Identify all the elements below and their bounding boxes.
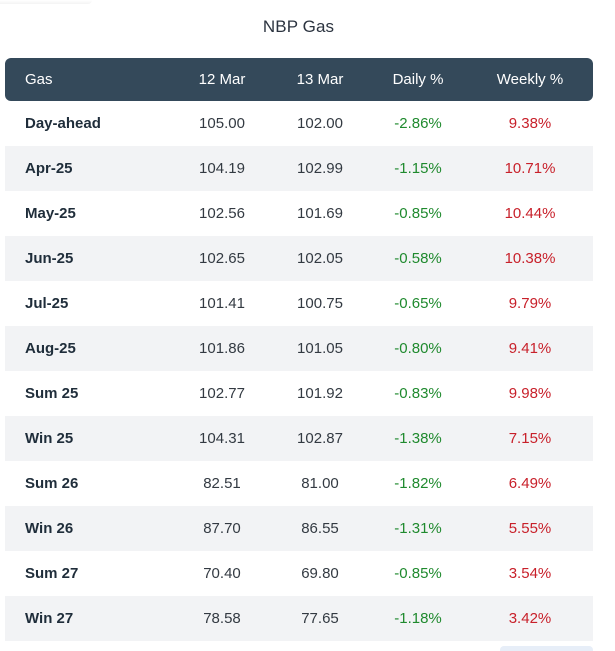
- top-left-fragment: [0, 0, 92, 4]
- header-13-mar: 13 Mar: [296, 71, 344, 88]
- cell-daily-pct: -2.86%: [394, 115, 442, 132]
- cell-12-mar: 78.58: [173, 596, 271, 641]
- table-row: Sum 26 82.51 81.00 -1.82% 6.49%: [5, 461, 593, 506]
- cell-daily-pct: -0.58%: [369, 236, 467, 281]
- cell-13-mar: 101.92: [297, 385, 343, 402]
- cell-weekly-pct: 10.71%: [467, 146, 593, 191]
- table-row: Win 25 104.31 102.87 -1.38% 7.15%: [5, 416, 593, 461]
- table-row: Apr-25 104.19 102.99 -1.15% 10.71%: [5, 146, 593, 191]
- cell-contract-name: Jul-25: [25, 295, 69, 312]
- cell-contract-name: Sum 26: [25, 475, 79, 492]
- header-row: Gas 12 Mar 13 Mar Daily % Weekly %: [5, 58, 593, 101]
- table-title: NBP Gas: [262, 17, 335, 36]
- cell-contract-name: Win 27: [5, 596, 173, 641]
- cell-daily-pct: -0.85%: [394, 565, 442, 582]
- cell-13-mar: 101.69: [297, 205, 343, 222]
- cell-12-mar: 101.86: [173, 326, 271, 371]
- table-row: Day-ahead 105.00 102.00 -2.86% 9.38%: [5, 101, 593, 146]
- header-12-mar: 12 Mar: [198, 71, 246, 88]
- cell-weekly-pct: 9.98%: [508, 385, 552, 402]
- cell-weekly-pct: 10.44%: [504, 205, 556, 222]
- table-row: Sum 25 102.77 101.92 -0.83% 9.98%: [5, 371, 593, 416]
- cell-contract-name: Win 26: [5, 506, 173, 551]
- table-row: Sum 27 70.40 69.80 -0.85% 3.54%: [5, 551, 593, 596]
- cell-contract-name: May-25: [25, 205, 76, 222]
- cell-weekly-pct: 7.15%: [467, 416, 593, 461]
- cell-daily-pct: -1.31%: [369, 506, 467, 551]
- cell-13-mar: 86.55: [271, 506, 369, 551]
- table-row: Jun-25 102.65 102.05 -0.58% 10.38%: [5, 236, 593, 281]
- table-header: Gas 12 Mar 13 Mar Daily % Weekly %: [5, 58, 593, 101]
- cell-13-mar: 81.00: [301, 475, 339, 492]
- cell-daily-pct: -0.80%: [369, 326, 467, 371]
- price-table: Gas 12 Mar 13 Mar Daily % Weekly % Day-a…: [5, 58, 593, 641]
- cell-weekly-pct: 3.42%: [467, 596, 593, 641]
- cell-contract-name: Apr-25: [5, 146, 173, 191]
- cell-contract-name: Win 25: [5, 416, 173, 461]
- cell-daily-pct: -1.15%: [369, 146, 467, 191]
- cell-13-mar: 102.05: [271, 236, 369, 281]
- bottom-right-fragment: [500, 646, 593, 651]
- cell-weekly-pct: 9.41%: [467, 326, 593, 371]
- cell-contract-name: Aug-25: [5, 326, 173, 371]
- cell-12-mar: 70.40: [203, 565, 241, 582]
- cell-contract-name: Day-ahead: [25, 115, 101, 132]
- cell-weekly-pct: 10.38%: [467, 236, 593, 281]
- cell-13-mar: 69.80: [301, 565, 339, 582]
- table-body: Day-ahead 105.00 102.00 -2.86% 9.38% Apr-25 10…: [5, 101, 593, 641]
- cell-daily-pct: -0.85%: [394, 205, 442, 222]
- cell-weekly-pct: 6.49%: [508, 475, 552, 492]
- cell-contract-name: Sum 25: [25, 385, 79, 402]
- cell-13-mar: 100.75: [297, 295, 343, 312]
- cell-12-mar: 104.31: [173, 416, 271, 461]
- cell-13-mar: 102.87: [271, 416, 369, 461]
- cell-daily-pct: -1.38%: [369, 416, 467, 461]
- price-table-container: Gas 12 Mar 13 Mar Daily % Weekly % Day-a…: [5, 58, 593, 641]
- cell-daily-pct: -0.83%: [394, 385, 442, 402]
- cell-12-mar: 87.70: [173, 506, 271, 551]
- header-weekly-pct: Weekly %: [496, 71, 564, 88]
- cell-daily-pct: -1.82%: [394, 475, 442, 492]
- cell-weekly-pct: 9.79%: [508, 295, 552, 312]
- table-row: Win 26 87.70 86.55 -1.31% 5.55%: [5, 506, 593, 551]
- cell-12-mar: 82.51: [203, 475, 241, 492]
- header-gas: Gas: [25, 71, 53, 88]
- table-row: Win 27 78.58 77.65 -1.18% 3.42%: [5, 596, 593, 641]
- cell-12-mar: 101.41: [199, 295, 245, 312]
- table-row: Jul-25 101.41 100.75 -0.65% 9.79%: [5, 281, 593, 326]
- cell-daily-pct: -1.18%: [369, 596, 467, 641]
- cell-13-mar: 101.05: [271, 326, 369, 371]
- header-daily-pct: Daily %: [392, 71, 444, 88]
- cell-12-mar: 105.00: [199, 115, 245, 132]
- cell-weekly-pct: 5.55%: [467, 506, 593, 551]
- cell-contract-name: Sum 27: [25, 565, 79, 582]
- cell-12-mar: 102.77: [199, 385, 245, 402]
- cell-12-mar: 102.56: [199, 205, 245, 222]
- cell-12-mar: 104.19: [173, 146, 271, 191]
- table-row: May-25 102.56 101.69 -0.85% 10.44%: [5, 191, 593, 236]
- table-row: Aug-25 101.86 101.05 -0.80% 9.41%: [5, 326, 593, 371]
- cell-weekly-pct: 3.54%: [508, 565, 552, 582]
- cell-13-mar: 102.00: [297, 115, 343, 132]
- cell-daily-pct: -0.65%: [394, 295, 442, 312]
- cell-12-mar: 102.65: [173, 236, 271, 281]
- cell-contract-name: Jun-25: [5, 236, 173, 281]
- cell-13-mar: 102.99: [271, 146, 369, 191]
- cell-13-mar: 77.65: [271, 596, 369, 641]
- cell-weekly-pct: 9.38%: [508, 115, 552, 132]
